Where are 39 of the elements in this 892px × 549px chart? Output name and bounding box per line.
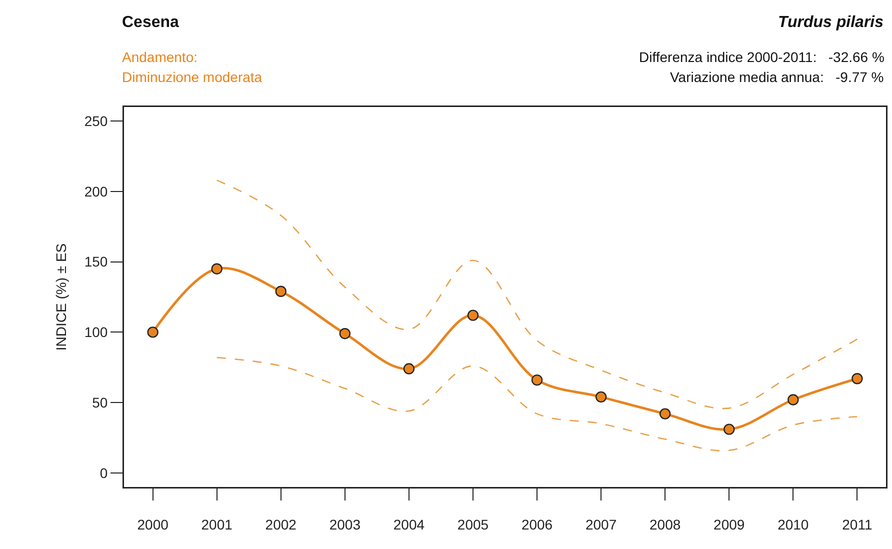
y-tick-label: 0 (100, 464, 108, 481)
x-tick-label: 2005 (457, 516, 489, 532)
line-series (216, 180, 858, 410)
x-tick-label: 2000 (137, 516, 169, 532)
point (339, 328, 351, 340)
point (595, 391, 607, 403)
x-tick-label: 2007 (585, 516, 617, 532)
point (531, 374, 543, 386)
text: Differenza indice 2000-2011: -32.66 % (639, 49, 884, 65)
y-tick-label: 150 (84, 254, 108, 270)
point (403, 363, 415, 374)
y-tick-label: 250 (84, 112, 108, 129)
point (659, 408, 671, 420)
point (211, 263, 222, 274)
point (467, 310, 479, 321)
chart-title: Cesena (122, 14, 180, 31)
x-tick-label: 2009 (714, 516, 745, 532)
y-tick-label: 200 (84, 183, 108, 200)
y-tick-label: 50 (92, 394, 108, 410)
x-tick-label: 2004 (393, 516, 425, 532)
text: Variazione media annua: -9.77 % (670, 69, 884, 85)
text: Andamento: (122, 49, 198, 65)
x-tick-label: 2006 (521, 516, 553, 532)
y-tick-label: 100 (84, 324, 108, 340)
point (147, 326, 158, 338)
y-axis-title: INDICE (%) ± ES (53, 243, 70, 351)
x-tick-label: 2001 (201, 516, 233, 532)
x-tick-label: 2003 (329, 516, 361, 532)
point (852, 373, 863, 384)
text: Diminuzione moderata (122, 69, 262, 85)
x-tick-label: 2002 (265, 516, 297, 532)
x-tick-label: 2011 (842, 516, 872, 532)
point (724, 424, 735, 435)
line-series (216, 356, 858, 452)
point (275, 286, 286, 297)
chart-subtitle: Turdus pilaris (778, 14, 884, 31)
point (788, 394, 799, 406)
x-tick-label: 2008 (650, 516, 681, 532)
x-tick-label: 2010 (778, 516, 809, 532)
